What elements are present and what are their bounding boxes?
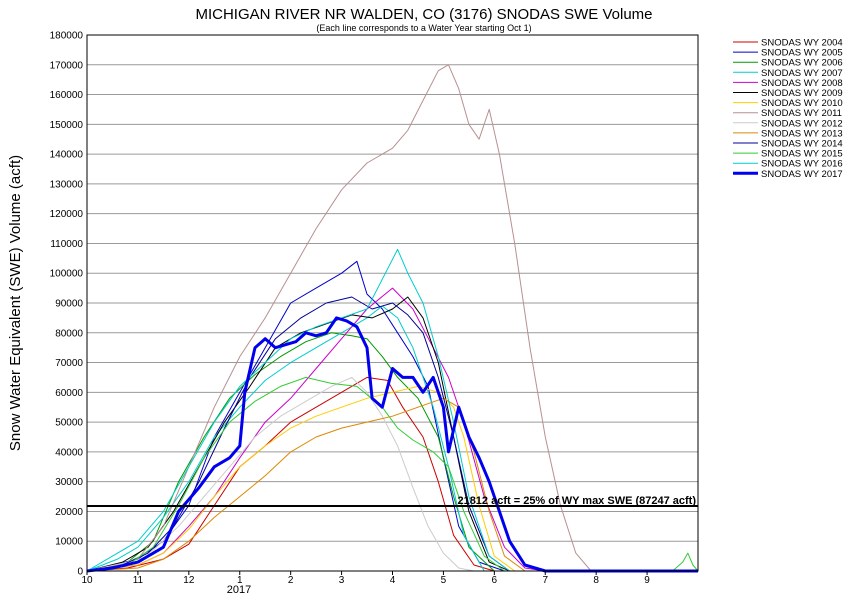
x-tick-label: 11 — [133, 575, 144, 586]
legend-label: SNODAS WY 2014 — [761, 139, 843, 150]
chart-title: MICHIGAN RIVER NR WALDEN, CO (3176) SNOD… — [195, 6, 652, 23]
legend-label: SNODAS WY 2012 — [761, 118, 843, 129]
legend-label: SNODAS WY 2007 — [761, 68, 843, 79]
reference-line-label: 21812 acft = 25% of WY max SWE (87247 ac… — [457, 495, 696, 507]
series-line-wy-2010 — [86, 385, 698, 572]
y-tick-label: 70000 — [55, 358, 83, 369]
legend-label: SNODAS WY 2011 — [761, 108, 842, 119]
series-line-wy-2005 — [86, 260, 698, 572]
y-tick-label: 140000 — [50, 150, 84, 161]
legend-label: SNODAS WY 2017 — [761, 169, 843, 180]
x-tick-label: 8 — [593, 575, 599, 586]
y-tick-label: 130000 — [50, 179, 84, 190]
series-line-wy-2017 — [86, 316, 698, 573]
chart-subtitle: (Each line corresponds to a Water Year s… — [316, 23, 531, 33]
x-axis-year-label: 2017 — [227, 584, 251, 596]
series-line-wy-2013 — [86, 397, 698, 572]
reference-line-group: 21812 acft = 25% of WY max SWE (87247 ac… — [87, 495, 698, 508]
series-lines — [86, 64, 699, 573]
series-line-wy-2014 — [86, 296, 698, 572]
y-tick-label: 60000 — [55, 388, 83, 399]
y-tick-label: 180000 — [50, 31, 84, 42]
y-tick-label: 160000 — [50, 90, 84, 101]
legend-label: SNODAS WY 2006 — [761, 58, 843, 69]
axes: 0 10000 20000 30000 40000 50000 60000 70000 8000… — [50, 31, 699, 586]
series-line-wy-2004 — [86, 376, 698, 572]
series-line-wy-2009 — [86, 296, 698, 572]
y-tick-label: 0 — [77, 567, 83, 578]
legend-label: SNODAS WY 2005 — [761, 48, 843, 59]
legend-label: SNODAS WY 2004 — [761, 38, 843, 49]
plot-frame — [86, 34, 699, 572]
series-line-wy-2011 — [86, 64, 698, 572]
series-line-wy-2008 — [86, 287, 698, 572]
y-tick-label: 120000 — [50, 209, 84, 220]
y-tick-label: 90000 — [55, 299, 83, 310]
y-tick-label: 110000 — [50, 239, 83, 250]
legend-label: SNODAS WY 2016 — [761, 159, 843, 170]
series-line-wy-2012 — [86, 376, 698, 572]
legend-label: SNODAS WY 2008 — [761, 78, 843, 89]
x-tick-label: 7 — [542, 575, 548, 586]
series-line-wy-2007 — [86, 305, 698, 572]
series-line-wy-2006 — [86, 332, 698, 572]
x-tick-label: 5 — [441, 575, 447, 586]
y-tick-label: 170000 — [50, 60, 84, 71]
y-tick-label: 20000 — [55, 507, 83, 518]
y-axis-label: Snow Water Equivalent (SWE) Volume (acft… — [7, 155, 24, 451]
x-tick-label: 4 — [390, 575, 396, 586]
x-tick-label: 6 — [492, 575, 498, 586]
legend-label: SNODAS WY 2010 — [761, 98, 843, 109]
legend-label: SNODAS WY 2015 — [761, 149, 843, 160]
y-tick-label: 10000 — [55, 537, 83, 548]
x-tick-label: 3 — [339, 575, 345, 586]
x-tick-label: 12 — [183, 575, 195, 586]
series-line-wy-2016 — [86, 248, 698, 572]
series-line-wy-2015 — [86, 376, 699, 572]
x-tick-label: 1 — [237, 575, 243, 586]
y-tick-label: 40000 — [55, 447, 83, 458]
x-tick-label: 9 — [644, 575, 650, 586]
y-tick-label: 80000 — [55, 328, 83, 339]
x-tick-label: 10 — [81, 575, 93, 586]
y-tick-label: 50000 — [55, 418, 83, 429]
x-tick-label: 2 — [288, 575, 294, 586]
legend-label: SNODAS WY 2009 — [761, 88, 843, 99]
y-tick-label: 150000 — [50, 120, 84, 131]
y-tick-label: 30000 — [55, 477, 83, 488]
y-tick-label: 100000 — [50, 269, 84, 280]
legend-label: SNODAS WY 2013 — [761, 128, 843, 139]
